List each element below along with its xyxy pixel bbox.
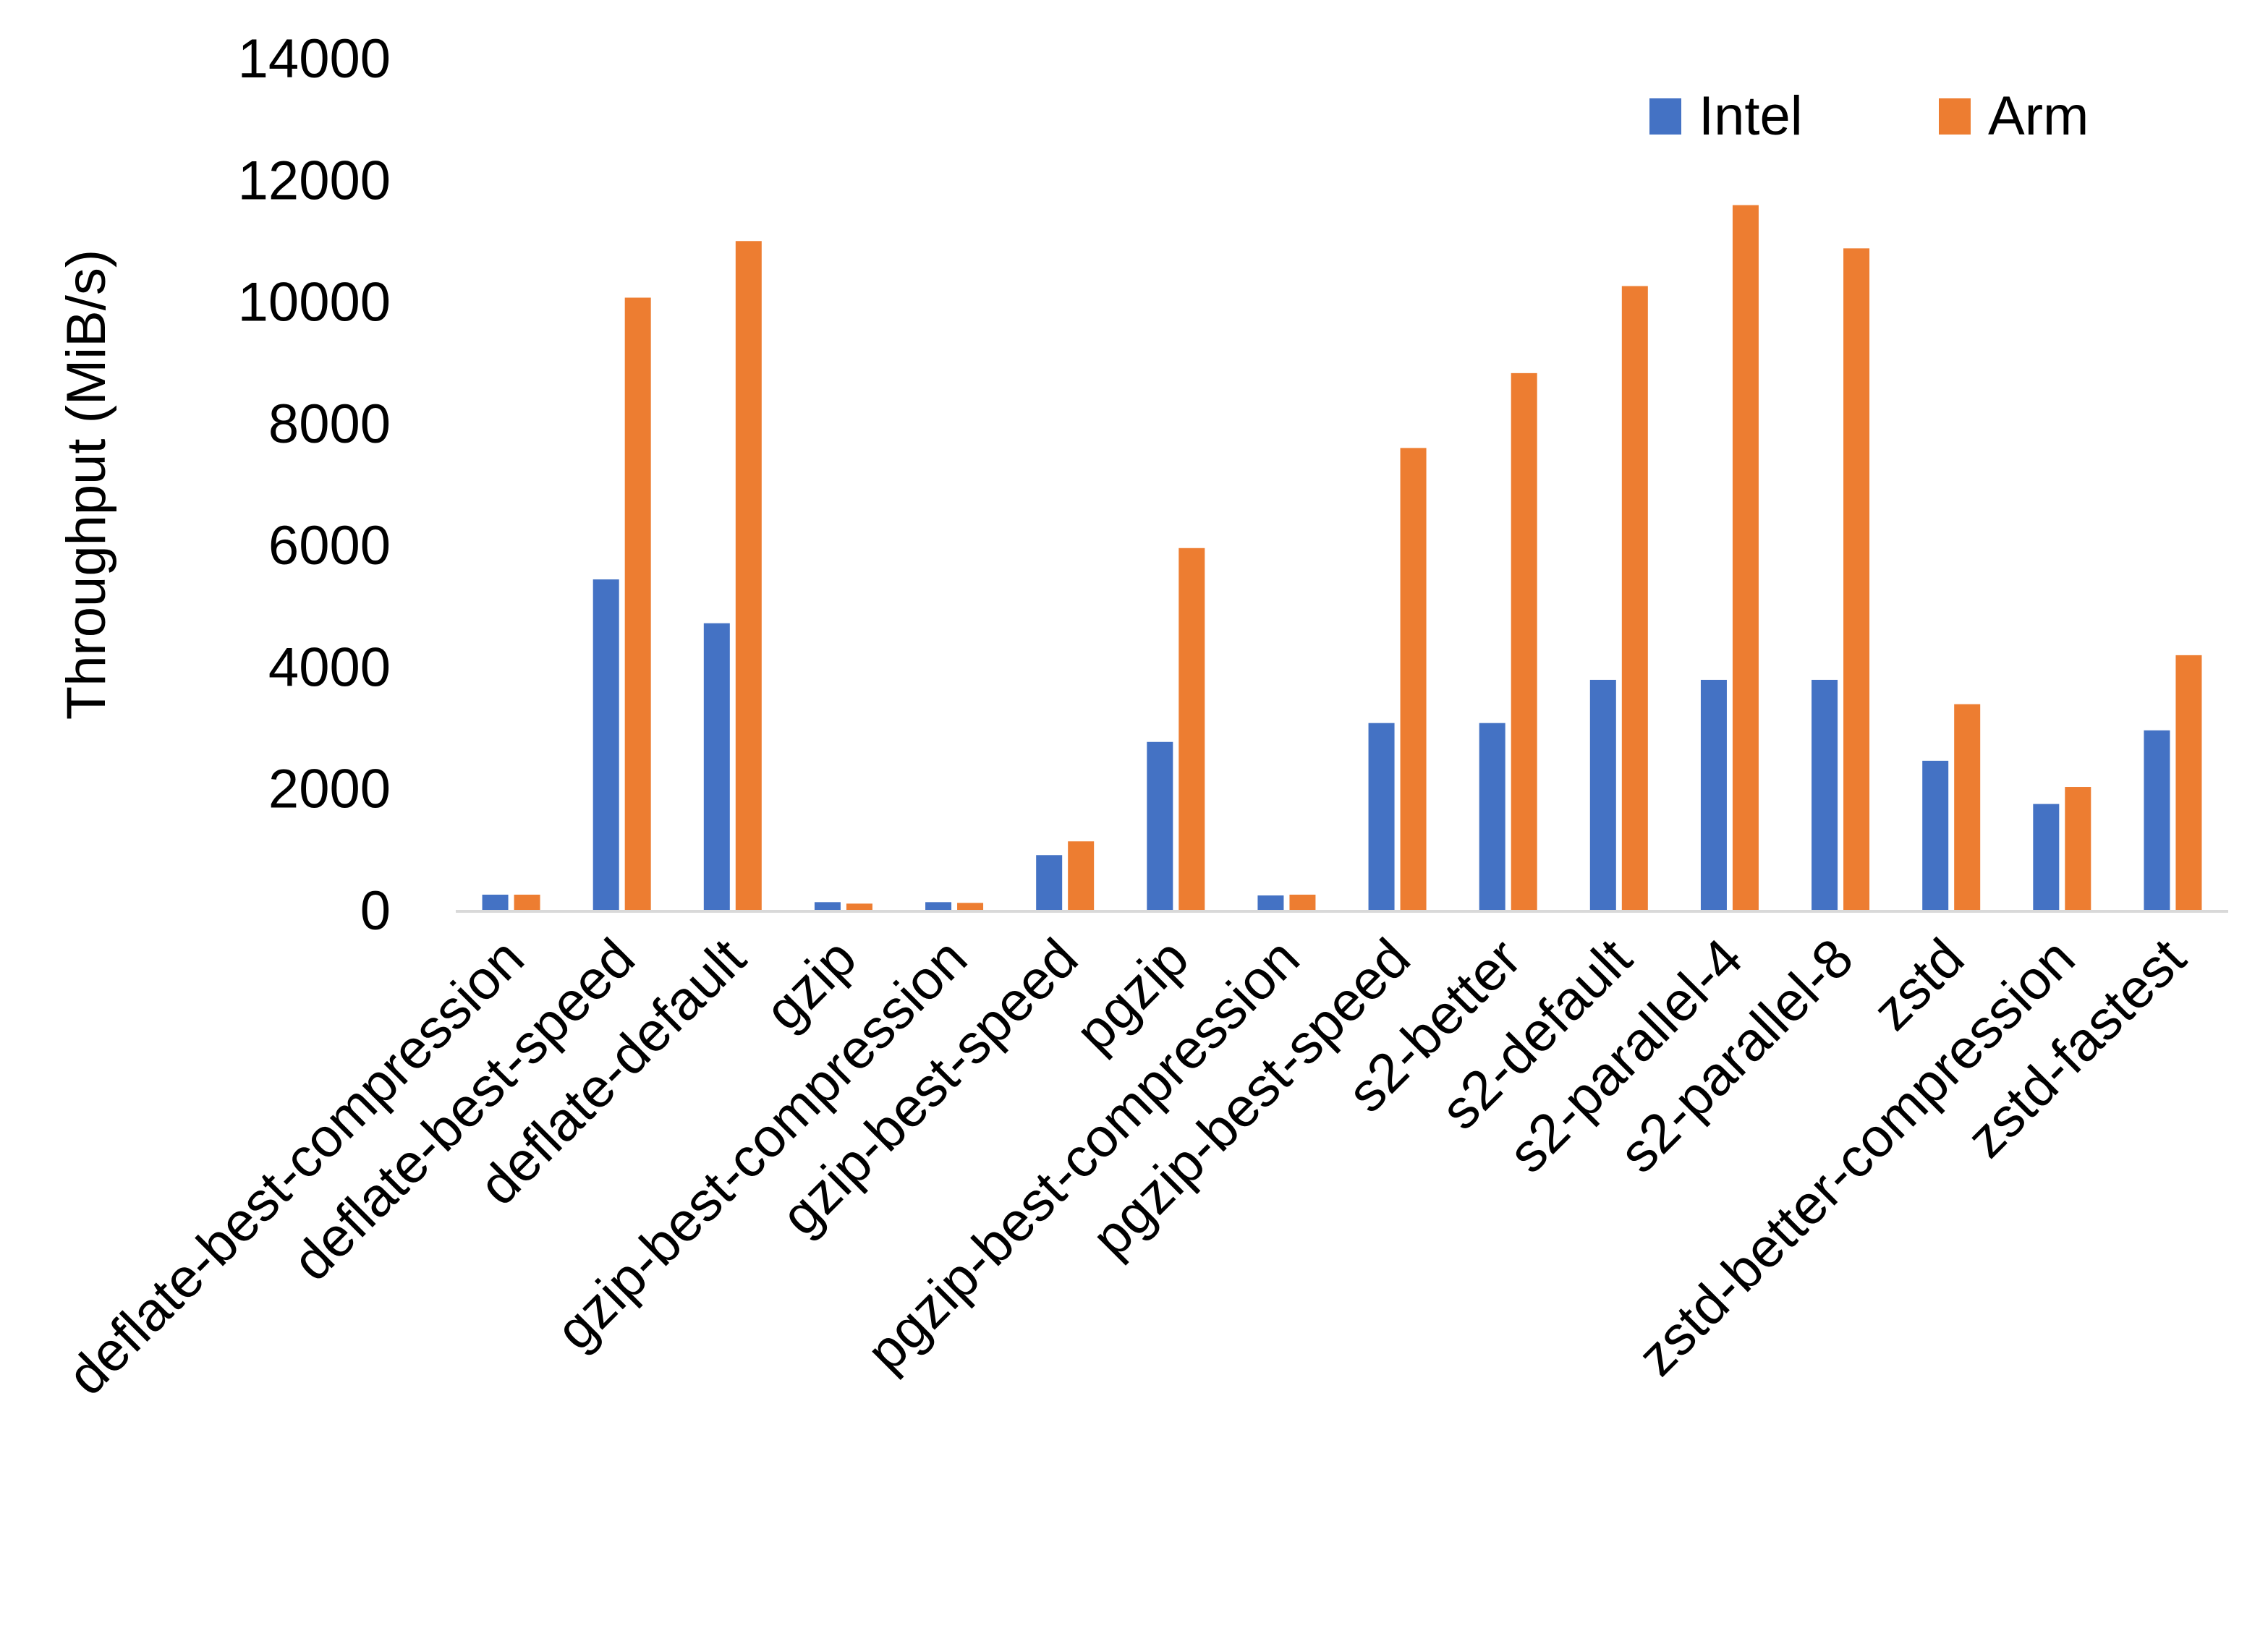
bar-arm-s2-parallel-8 xyxy=(1843,248,1870,910)
bar-intel-s2-better xyxy=(1479,723,1505,910)
legend-label-arm: Arm xyxy=(1988,85,2089,147)
bar-intel-zstd-fastest xyxy=(2144,730,2170,910)
bar-arm-pgzip xyxy=(1178,548,1205,910)
legend-label-intel: Intel xyxy=(1699,85,1803,147)
bar-arm-zstd-better-compression xyxy=(2065,787,2091,910)
bar-intel-pgzip-best-speed xyxy=(1368,723,1395,910)
y-tick-label: 2000 xyxy=(268,759,391,820)
bar-arm-zstd-fastest xyxy=(2175,655,2202,910)
bar-arm-gzip-best-compression xyxy=(957,903,984,910)
bar-intel-gzip-best-compression xyxy=(925,902,952,910)
y-tick-label: 4000 xyxy=(268,636,391,698)
bar-intel-gzip-best-speed xyxy=(1036,855,1063,910)
bar-arm-s2-better xyxy=(1511,372,1537,910)
bar-arm-s2-parallel-4 xyxy=(1732,205,1759,910)
bar-intel-zstd xyxy=(1922,760,1949,910)
y-tick-label: 0 xyxy=(360,880,391,942)
bar-arm-deflate-default xyxy=(735,241,762,910)
bar-intel-deflate-default xyxy=(703,623,730,910)
bar-arm-deflate-best-speed xyxy=(624,297,651,911)
y-tick-label: 10000 xyxy=(238,272,391,333)
bar-intel-deflate-best-compression xyxy=(482,894,509,910)
y-tick-label: 8000 xyxy=(268,393,391,455)
bar-arm-gzip xyxy=(846,903,872,910)
bar-intel-pgzip-best-compression xyxy=(1257,895,1284,910)
y-tick-label: 14000 xyxy=(238,28,391,90)
bar-arm-zstd xyxy=(1954,704,1981,910)
bar-arm-deflate-best-compression xyxy=(514,894,540,910)
legend: Intel Arm xyxy=(1649,85,2089,147)
bar-arm-pgzip-best-speed xyxy=(1400,448,1427,910)
x-tick-label: deflate-best-compression xyxy=(56,927,535,1407)
bar-intel-s2-parallel-8 xyxy=(1812,679,1838,910)
bar-intel-gzip xyxy=(814,902,841,910)
bar-intel-pgzip xyxy=(1147,741,1173,910)
bar-arm-pgzip-best-compression xyxy=(1289,894,1316,910)
legend-swatch-arm xyxy=(1939,98,1971,135)
legend-swatch-intel xyxy=(1649,98,1681,135)
bar-intel-zstd-better-compression xyxy=(2033,804,2060,910)
y-tick-label: 12000 xyxy=(238,150,391,211)
y-tick-label: 6000 xyxy=(268,515,391,576)
bar-intel-s2-parallel-4 xyxy=(1700,679,1727,910)
bar-intel-deflate-best-speed xyxy=(593,579,619,910)
bar-intel-s2-default xyxy=(1589,679,1616,910)
y-axis-label: Throughput (MiB/s) xyxy=(56,250,117,720)
bar-arm-gzip-best-speed xyxy=(1068,841,1095,910)
bar-arm-s2-default xyxy=(1621,286,1648,910)
